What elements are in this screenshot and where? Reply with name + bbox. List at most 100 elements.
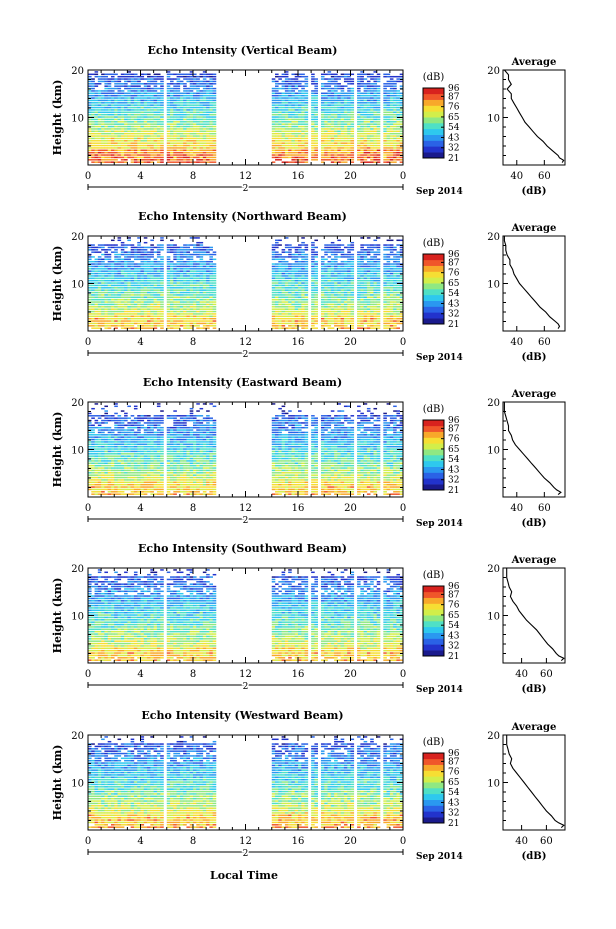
heatmap-cell (199, 308, 204, 310)
heatmap-cell (301, 144, 305, 147)
heatmap-cell (196, 253, 200, 256)
heatmap-cell (170, 92, 174, 95)
heatmap-cell (343, 121, 348, 123)
heatmap-cell (196, 159, 200, 161)
heatmap-cell (294, 140, 299, 142)
heatmap-cell (140, 310, 145, 313)
heatmap-cell (176, 125, 181, 128)
heatmap-cell (324, 132, 328, 135)
heatmap-cell (170, 149, 174, 152)
heatmap-cell (156, 147, 161, 149)
heatmap-cell (314, 301, 318, 303)
heatmap-cell (357, 75, 361, 78)
heatmap-cell (120, 154, 125, 156)
heatmap-cell (343, 118, 348, 121)
heatmap-cell (193, 289, 197, 291)
heatmap-cell (88, 121, 92, 123)
heatmap-cell (143, 116, 148, 118)
heatmap-cell (130, 99, 135, 102)
heatmap-cell (133, 154, 138, 156)
heatmap-cell (202, 85, 207, 87)
heatmap-cell (291, 140, 296, 142)
heatmap-cell (137, 272, 141, 275)
heatmap-cell (199, 149, 204, 152)
heatmap-cell (114, 85, 118, 87)
heatmap-cell (347, 313, 351, 315)
heatmap-cell (330, 137, 335, 140)
heatmap-cell (275, 130, 279, 133)
heatmap-cell (271, 149, 276, 152)
heatmap-cell (304, 327, 309, 329)
heatmap-cell (393, 147, 397, 149)
heatmap-cell (288, 325, 292, 327)
heatmap-cell (110, 296, 115, 299)
heatmap-cell (363, 144, 368, 147)
heatmap-cell (147, 260, 151, 263)
heatmap-cell (284, 251, 289, 253)
heatmap-cell (160, 287, 164, 289)
heatmap-cell (376, 73, 381, 76)
heatmap-cell (399, 99, 404, 102)
heatmap-cell (189, 303, 194, 306)
heatmap-cell (360, 113, 364, 116)
heatmap-cell (101, 106, 105, 109)
heatmap-cell (110, 135, 115, 137)
heatmap-cell (193, 298, 197, 301)
heatmap-cell (399, 121, 404, 123)
heatmap-cell (140, 135, 145, 137)
heatmap-cell (278, 125, 282, 128)
heatmap-cell (170, 109, 174, 111)
heatmap-cell (117, 99, 122, 102)
heatmap-cell (193, 315, 197, 318)
heatmap-cell (343, 256, 348, 258)
heatmap-cell (196, 147, 200, 149)
heatmap-cell (189, 83, 194, 85)
heatmap-cell (137, 99, 141, 102)
heatmap-cell (340, 306, 345, 308)
heatmap-cell (127, 327, 131, 329)
heatmap-cell (186, 296, 191, 299)
heatmap-cell (330, 140, 335, 142)
heatmap-cell (186, 147, 191, 149)
heatmap-cell (343, 268, 348, 270)
heatmap-cell (347, 135, 351, 137)
heatmap-cell (166, 268, 171, 270)
heatmap-cell (278, 75, 282, 78)
heatmap-cell (366, 121, 371, 123)
heatmap-cell (275, 154, 279, 156)
heatmap-cell (320, 156, 325, 159)
heatmap-cell (107, 128, 112, 130)
heatmap-cell (393, 128, 397, 130)
heatmap-cell (170, 249, 174, 251)
heatmap-cell (97, 327, 102, 329)
heatmap-cell (183, 159, 187, 161)
heatmap-cell (88, 99, 92, 102)
heatmap-cell (294, 137, 299, 140)
heatmap-cell (294, 132, 299, 135)
heatmap-cell (94, 249, 99, 251)
heatmap-cell (360, 106, 364, 109)
heatmap-cell (334, 258, 338, 261)
heatmap-cell (117, 320, 122, 322)
heatmap-cell (271, 154, 276, 156)
heatmap-cell (389, 102, 394, 104)
heatmap-cell (183, 111, 187, 114)
heatmap-cell (91, 306, 95, 308)
heatmap-cell (288, 268, 292, 270)
heatmap-cell (288, 251, 292, 253)
heatmap-cell (140, 140, 145, 142)
heatmap-cell (124, 253, 128, 256)
heatmap-cell (147, 97, 151, 99)
heatmap-cell (183, 94, 187, 97)
heatmap-cell (176, 308, 181, 310)
heatmap-cell (193, 154, 197, 156)
heatmap-cell (199, 320, 204, 322)
heatmap-cell (166, 92, 171, 95)
heatmap-cell (193, 109, 197, 111)
heatmap-cell (160, 291, 164, 294)
heatmap-cell (350, 256, 355, 258)
heatmap-cell (337, 308, 341, 310)
heatmap-cell (360, 123, 364, 125)
heatmap-cell (301, 315, 305, 318)
heatmap-cell (311, 241, 315, 244)
